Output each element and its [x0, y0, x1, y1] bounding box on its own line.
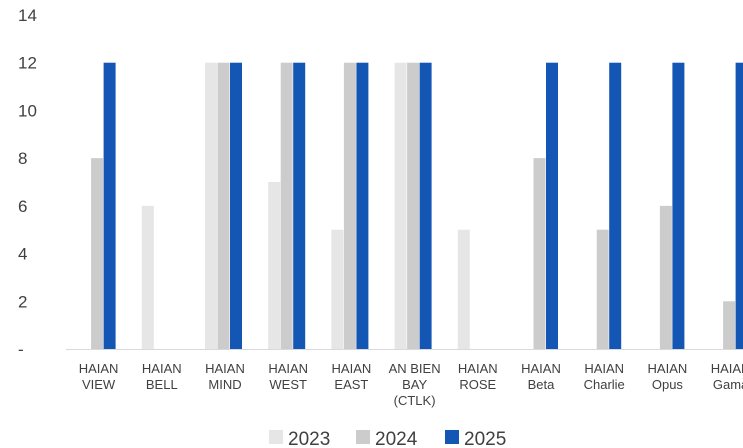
bar-2023-5 [394, 62, 407, 350]
x-tick-label: Beta [528, 377, 556, 392]
bar-2024-4 [343, 62, 356, 350]
bar-2023-2 [205, 62, 217, 350]
y-tick-label: 12 [18, 54, 37, 73]
x-tick-label: HAIAN [79, 361, 119, 376]
x-axis: HAIANVIEWHAIANBELLHAIANMINDHAIANWESTHAIA… [79, 361, 743, 408]
x-tick-label: WEST [269, 377, 307, 392]
x-tick-label: HAIAN [332, 361, 372, 376]
bar-2023-4 [331, 229, 344, 349]
x-tick-label: HAIAN [142, 361, 182, 376]
bar-2025-9 [672, 62, 685, 350]
x-tick-label: Charlie [584, 377, 625, 392]
y-axis: - 2 4 6 8 10 12 14 [18, 6, 37, 359]
bar-2025-10 [735, 62, 743, 350]
x-tick-label: HAIAN [648, 361, 688, 376]
bar-2023-6 [457, 229, 470, 349]
x-tick-label: BAY [402, 377, 427, 392]
bar-2024-7 [533, 158, 546, 349]
x-tick-label: MIND [208, 377, 241, 392]
bar-2025-0 [103, 62, 116, 350]
bar-2025-8 [609, 62, 622, 350]
x-tick-label: HAIAN [458, 361, 498, 376]
bar-2023-1 [141, 205, 154, 349]
x-tick-label: AN BIEN [389, 361, 441, 376]
legend: 2023 2024 2025 [269, 429, 506, 448]
bars [91, 62, 743, 350]
legend-swatch-2023 [269, 430, 283, 444]
legend-label: 2023 [288, 429, 330, 448]
bar-2025-7 [546, 62, 558, 350]
y-tick-label: 6 [18, 197, 27, 216]
x-tick-label: HAIAN [711, 361, 743, 376]
legend-swatch-2024 [356, 430, 370, 444]
bar-2023-3 [268, 182, 281, 349]
bar-2024-8 [596, 229, 609, 349]
y-tick-label: 10 [18, 101, 37, 120]
x-tick-label: HAIAN [584, 361, 624, 376]
y-tick-label: 8 [18, 149, 27, 168]
y-tick-label: 14 [18, 6, 37, 25]
bar-2025-2 [230, 62, 242, 350]
bar-2024-0 [91, 158, 104, 349]
bar-2025-3 [293, 62, 306, 350]
x-tick-label: VIEW [82, 377, 116, 392]
bar-2024-10 [723, 301, 736, 349]
y-tick-label: 2 [18, 292, 27, 311]
x-tick-label: EAST [334, 377, 368, 392]
bar-2024-2 [217, 62, 230, 350]
y-tick-label: - [18, 340, 24, 359]
bar-2024-5 [407, 62, 420, 350]
x-tick-label: BELL [146, 377, 178, 392]
legend-label: 2024 [375, 429, 418, 448]
x-tick-label: HAIAN [521, 361, 561, 376]
legend-label: 2025 [464, 429, 506, 448]
bar-2024-9 [659, 205, 672, 349]
x-tick-label: HAIAN [268, 361, 308, 376]
legend-swatch-2025 [445, 430, 459, 444]
bar-2025-5 [419, 62, 432, 350]
x-tick-label: Gama [713, 377, 743, 392]
x-tick-label: (CTLK) [394, 393, 436, 408]
bar-2024-3 [280, 62, 293, 350]
x-tick-label: HAIAN [205, 361, 245, 376]
x-tick-label: Opus [652, 377, 684, 392]
x-tick-label: ROSE [459, 377, 496, 392]
bar-2025-4 [356, 62, 369, 350]
y-tick-label: 4 [18, 245, 27, 264]
